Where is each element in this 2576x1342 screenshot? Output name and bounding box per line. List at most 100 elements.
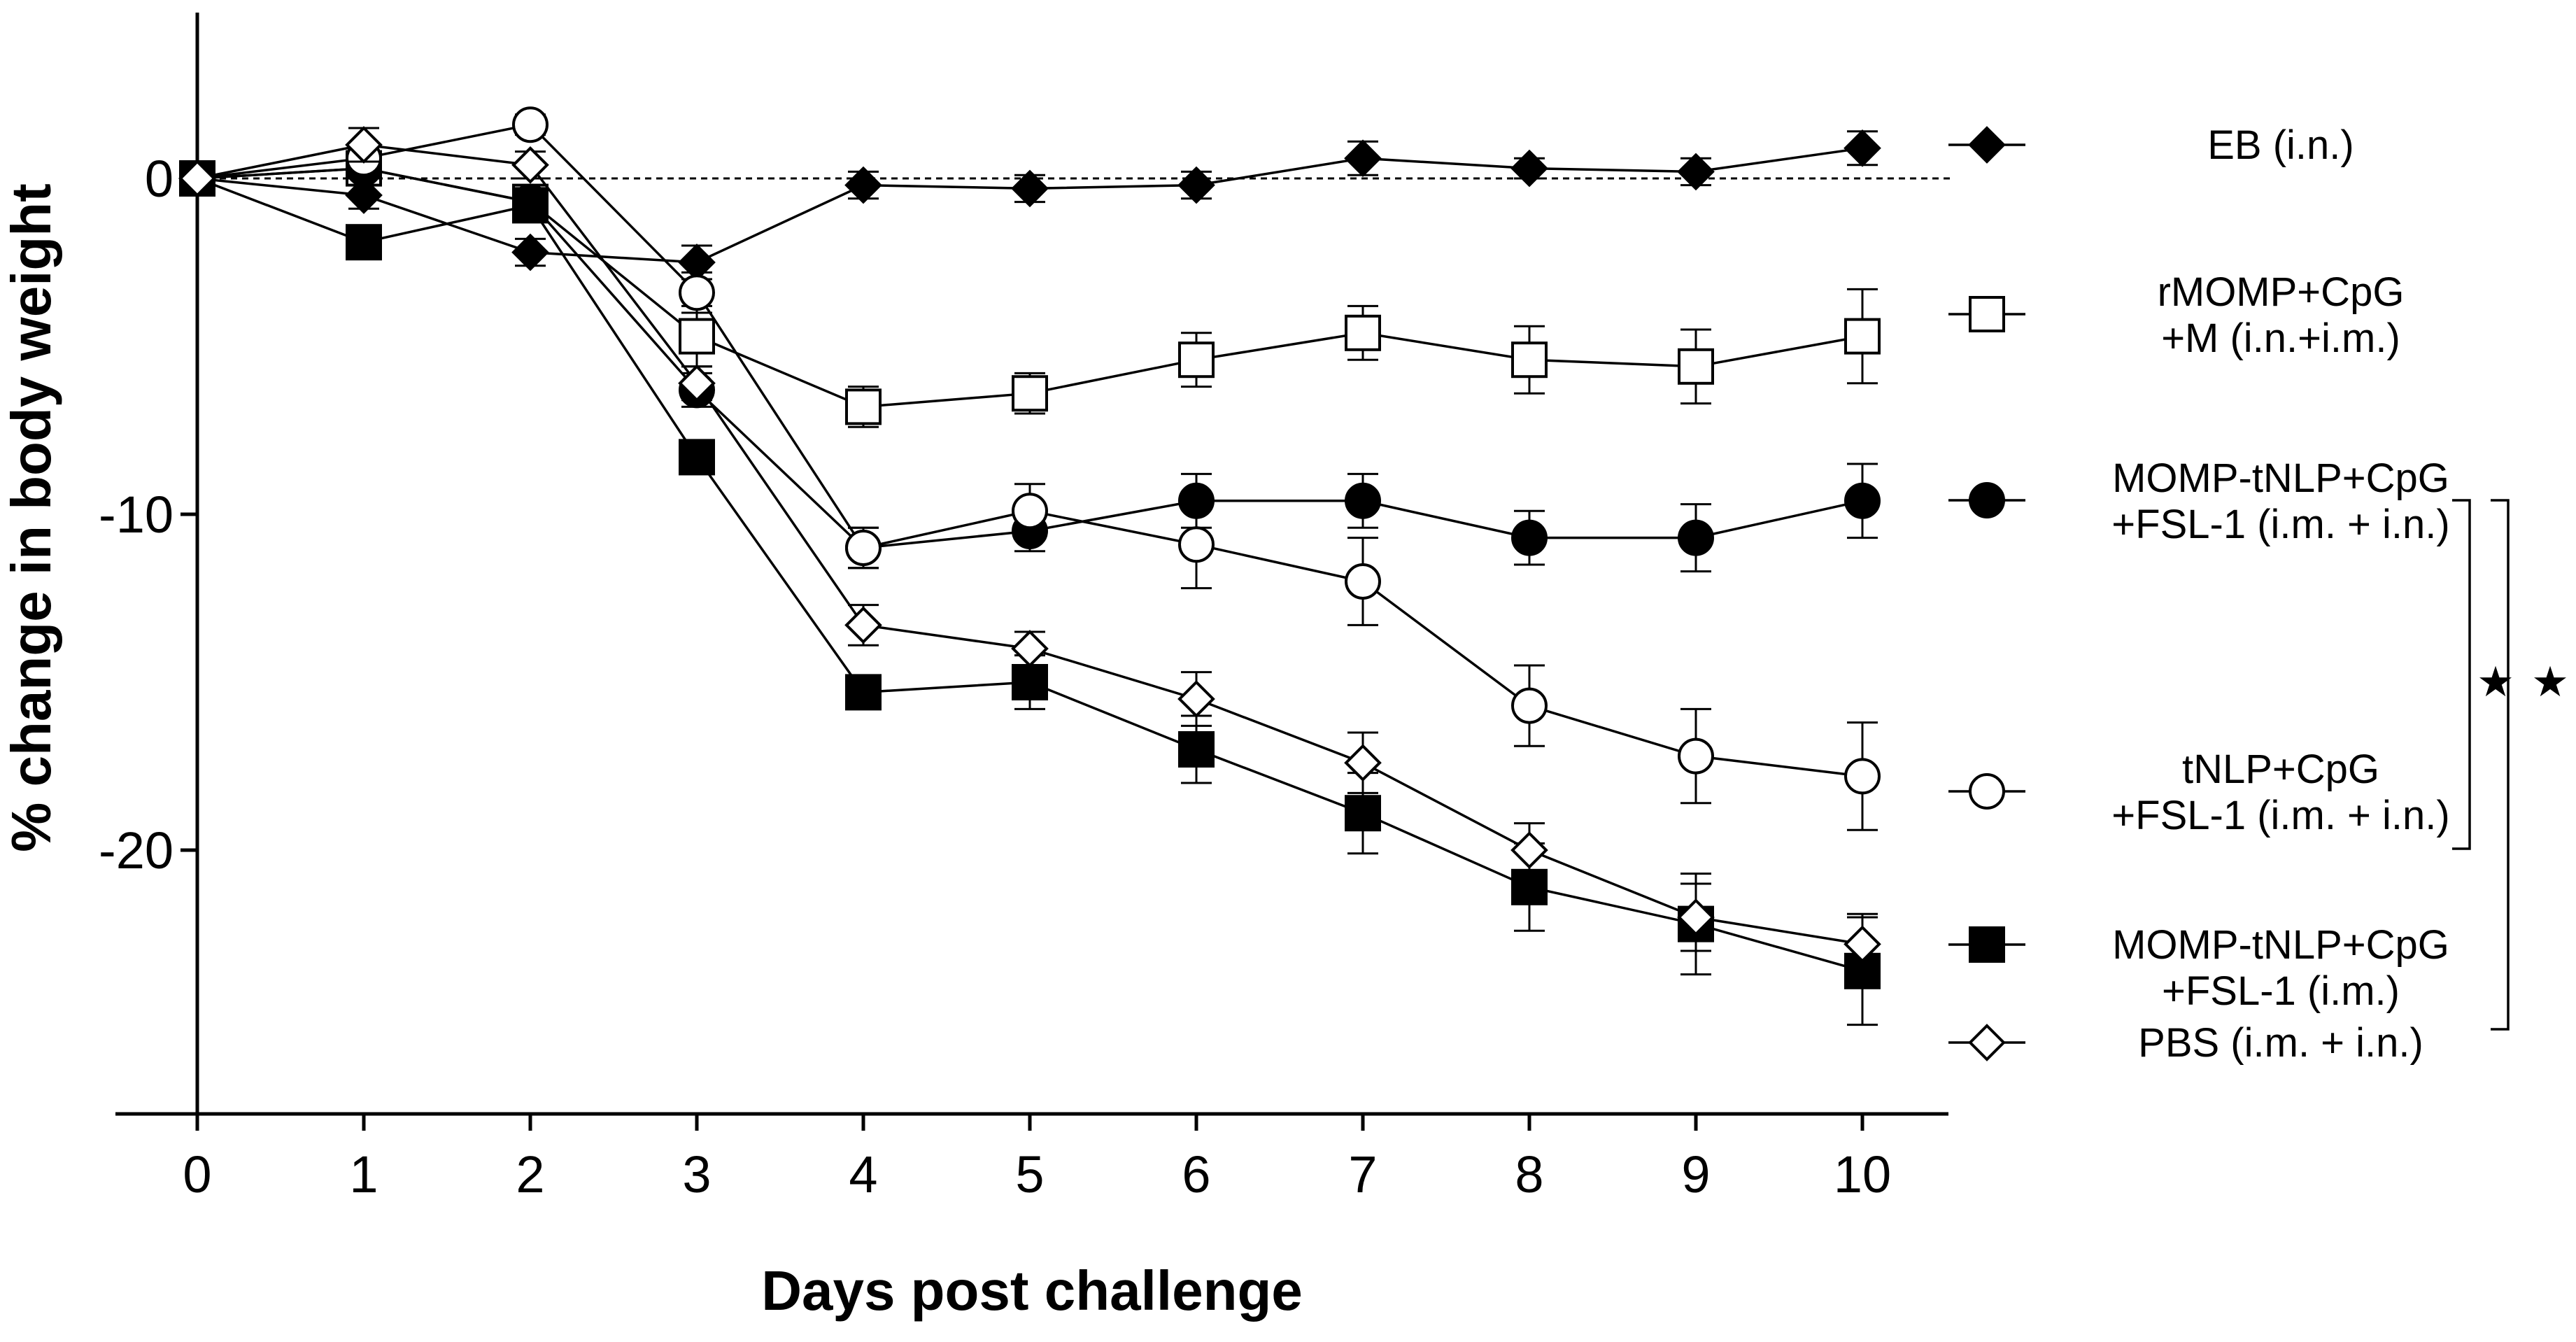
data-point bbox=[845, 530, 882, 566]
series-3 bbox=[179, 106, 1881, 831]
data-point bbox=[1511, 687, 1548, 724]
bracket-line bbox=[2452, 499, 2471, 850]
data-point bbox=[1345, 563, 1381, 600]
data-point bbox=[345, 176, 383, 214]
data-point bbox=[678, 364, 716, 402]
legend: EB (i.n.) rMOMP+CpG+M (i.n.+i.m.) MOMP-tNL… bbox=[1948, 122, 2450, 1066]
x-axis-title: Days post challenge bbox=[761, 1259, 1303, 1322]
bracket-line bbox=[2491, 499, 2510, 1031]
data-point bbox=[1178, 526, 1215, 563]
legend-marker bbox=[1969, 296, 2005, 332]
series-0 bbox=[178, 129, 1881, 281]
y-axis-title: % change in body weight bbox=[0, 183, 62, 852]
legend-item-1: rMOMP+CpG+M (i.n.+i.m.) bbox=[1948, 269, 2404, 361]
legend-label: tNLP+CpG bbox=[2182, 747, 2379, 792]
series-layer bbox=[178, 106, 1881, 1026]
data-point bbox=[845, 388, 882, 425]
data-point bbox=[512, 187, 549, 224]
data-point bbox=[1844, 482, 1881, 519]
data-point bbox=[679, 439, 715, 476]
data-point bbox=[1178, 341, 1215, 379]
x-tick-label: 10 bbox=[1834, 1145, 1891, 1203]
data-point bbox=[1511, 519, 1548, 556]
legend-item-3: tNLP+CpG+FSL-1 (i.m. + i.n.) bbox=[1948, 747, 2450, 838]
y-tick-label: -10 bbox=[99, 486, 174, 544]
series-line bbox=[197, 177, 1863, 973]
data-point bbox=[345, 126, 383, 164]
series-5 bbox=[178, 126, 1881, 976]
data-point bbox=[1844, 318, 1881, 355]
data-point bbox=[511, 146, 549, 184]
legend-label: +FSL-1 (i.m. + i.n.) bbox=[2111, 793, 2449, 838]
legend-label: MOMP-tNLP+CpG bbox=[2112, 455, 2449, 501]
legend-marker bbox=[1968, 126, 2006, 164]
x-tick-label: 6 bbox=[1182, 1145, 1210, 1203]
data-point bbox=[844, 166, 882, 204]
data-point bbox=[1012, 375, 1048, 412]
legend-item-4: MOMP-tNLP+CpG+FSL-1 (i.m.) bbox=[1948, 922, 2449, 1014]
x-tick-label: 0 bbox=[183, 1145, 211, 1203]
data-point bbox=[1345, 482, 1381, 519]
data-point bbox=[1843, 925, 1881, 963]
legend-label: +FSL-1 (i.m. + i.n.) bbox=[2111, 502, 2449, 547]
legend-label: +FSL-1 (i.m.) bbox=[2162, 968, 2400, 1014]
data-point bbox=[1844, 758, 1881, 795]
data-point bbox=[1344, 744, 1382, 782]
data-point bbox=[346, 224, 382, 261]
data-point bbox=[178, 160, 216, 197]
data-point bbox=[1510, 149, 1548, 188]
ticks: 0 1 2 3 4 5 6 7 8 9 10 0 -10 -20 bbox=[99, 150, 1891, 1203]
data-point bbox=[1843, 129, 1881, 167]
legend-marker bbox=[1968, 1024, 2006, 1061]
data-point bbox=[1011, 169, 1049, 208]
data-point bbox=[1177, 166, 1215, 204]
data-point bbox=[845, 674, 882, 711]
data-point bbox=[679, 318, 715, 355]
x-tick-label: 9 bbox=[1681, 1145, 1710, 1203]
legend-marker bbox=[1969, 773, 2005, 810]
legend-label: MOMP-tNLP+CpG bbox=[2112, 922, 2449, 968]
x-tick-label: 8 bbox=[1515, 1145, 1543, 1203]
legend-label: +M (i.n.+i.m.) bbox=[2161, 316, 2400, 361]
legend-label: PBS (i.m. + i.n.) bbox=[2138, 1020, 2423, 1066]
x-tick-label: 4 bbox=[849, 1145, 877, 1203]
x-tick-label: 2 bbox=[516, 1145, 544, 1203]
legend-item-0: EB (i.n.) bbox=[1948, 122, 2354, 168]
annotations: ★ ★ bbox=[2452, 499, 2569, 1031]
x-tick-label: 7 bbox=[1348, 1145, 1377, 1203]
data-point bbox=[1178, 731, 1215, 768]
data-point bbox=[1011, 630, 1049, 668]
data-point bbox=[679, 274, 715, 311]
series-4 bbox=[179, 160, 1881, 1026]
data-point bbox=[1677, 898, 1715, 936]
legend-item-5: PBS (i.m. + i.n.) bbox=[1948, 1020, 2423, 1066]
legend-marker bbox=[1969, 482, 2005, 518]
significance-star: ★ bbox=[2531, 658, 2569, 707]
y-tick-label: -20 bbox=[99, 821, 174, 880]
data-point bbox=[1012, 664, 1048, 700]
legend-label: rMOMP+CpG bbox=[2158, 269, 2405, 315]
legend-label: EB (i.n.) bbox=[2207, 122, 2354, 168]
x-tick-label: 3 bbox=[682, 1145, 711, 1203]
significance-bracket-1: ★ bbox=[2491, 499, 2569, 1031]
significance-bracket-0: ★ bbox=[2452, 499, 2514, 850]
data-point bbox=[844, 606, 882, 644]
data-point bbox=[1678, 519, 1714, 556]
x-tick-label: 5 bbox=[1015, 1145, 1044, 1203]
data-point bbox=[1344, 139, 1382, 178]
data-point bbox=[1510, 831, 1548, 869]
data-point bbox=[1345, 314, 1381, 351]
data-point bbox=[1012, 493, 1048, 530]
data-point bbox=[511, 233, 549, 271]
data-point bbox=[1177, 680, 1215, 718]
x-tick-label: 1 bbox=[349, 1145, 378, 1203]
y-tick-label: 0 bbox=[145, 150, 174, 208]
data-point bbox=[1511, 341, 1548, 379]
legend-item-2: MOMP-tNLP+CpG+FSL-1 (i.m. + i.n.) bbox=[1948, 455, 2450, 547]
data-point bbox=[1345, 795, 1381, 832]
data-point bbox=[512, 106, 549, 143]
data-point bbox=[1677, 153, 1715, 191]
legend-marker bbox=[1969, 926, 2005, 963]
data-point bbox=[1678, 737, 1714, 775]
